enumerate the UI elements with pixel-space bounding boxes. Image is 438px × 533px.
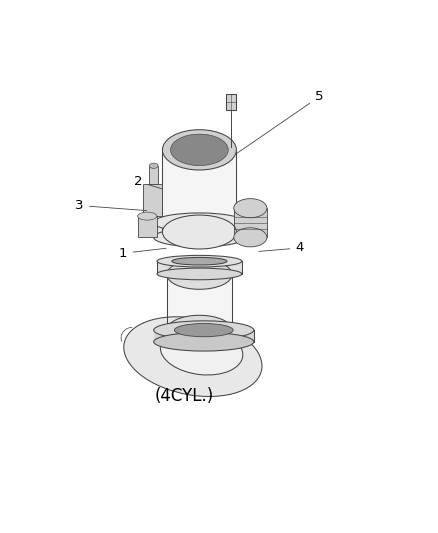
Ellipse shape: [170, 134, 228, 166]
Ellipse shape: [154, 213, 245, 232]
Bar: [234, 208, 267, 237]
Ellipse shape: [172, 257, 227, 265]
Ellipse shape: [157, 255, 242, 267]
Text: 2: 2: [134, 175, 162, 189]
Ellipse shape: [167, 260, 232, 289]
Bar: [143, 184, 162, 216]
Ellipse shape: [149, 163, 158, 168]
Bar: [162, 150, 237, 232]
Ellipse shape: [154, 228, 245, 247]
Ellipse shape: [162, 215, 237, 249]
Bar: [167, 274, 232, 330]
Text: 3: 3: [75, 199, 147, 212]
Bar: [138, 216, 157, 237]
Bar: [157, 261, 242, 274]
Text: 1: 1: [119, 247, 166, 260]
Bar: [154, 222, 245, 237]
Text: 4: 4: [259, 241, 304, 254]
FancyBboxPatch shape: [226, 94, 236, 110]
Ellipse shape: [160, 328, 243, 375]
Ellipse shape: [234, 199, 267, 217]
Ellipse shape: [138, 212, 157, 220]
Ellipse shape: [167, 316, 232, 345]
Text: (4CYL.): (4CYL.): [155, 387, 214, 406]
Text: 5: 5: [237, 90, 323, 154]
Ellipse shape: [157, 268, 242, 280]
Ellipse shape: [234, 228, 267, 247]
Ellipse shape: [162, 130, 237, 170]
Ellipse shape: [124, 317, 262, 397]
Bar: [154, 330, 254, 342]
Ellipse shape: [174, 324, 233, 337]
Bar: [149, 166, 158, 184]
Ellipse shape: [154, 333, 254, 351]
Ellipse shape: [154, 321, 254, 340]
